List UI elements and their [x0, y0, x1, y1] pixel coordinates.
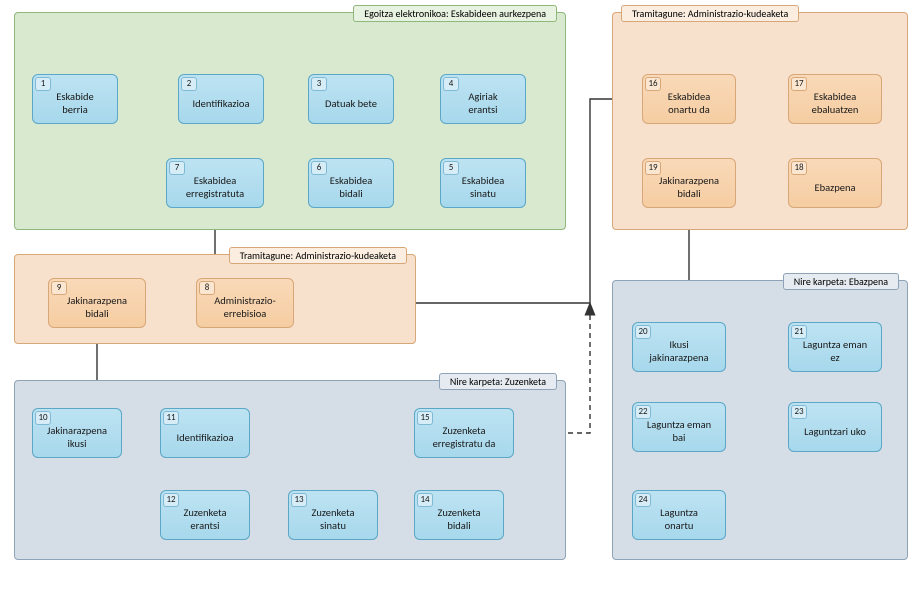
node-label: Ebazpena — [814, 182, 855, 195]
node-5: 5Eskabideasinatu — [440, 158, 526, 208]
node-label: Eskabideaonartu da — [668, 91, 711, 116]
node-22: 22Laguntza emanbai — [632, 402, 726, 452]
node-number: 5 — [443, 161, 459, 175]
node-number: 24 — [635, 493, 651, 507]
node-6: 6Eskabideabidali — [308, 158, 394, 208]
node-number: 22 — [635, 405, 651, 419]
node-2: 2 Identifikazioa — [178, 74, 264, 124]
region-title: Nire karpeta: Ebazpena — [783, 273, 899, 290]
node-label: Laguntzaonartu — [660, 507, 698, 532]
node-label: Zuzenketaerantsi — [183, 507, 226, 532]
node-label: Jakinarazpenabidali — [659, 175, 719, 200]
node-16: 16 Eskabideaonartu da — [642, 74, 736, 124]
node-number: 13 — [291, 493, 307, 507]
node-label: Agiriakerantsi — [468, 91, 497, 116]
node-number: 2 — [181, 77, 197, 91]
node-number: 20 — [635, 325, 651, 339]
node-number: 1 — [35, 77, 51, 91]
node-label: Zuzenketasinatu — [311, 507, 354, 532]
node-18: 18 Ebazpena — [788, 158, 882, 208]
node-4: 4 Agiriakerantsi — [440, 74, 526, 124]
node-number: 18 — [791, 161, 807, 175]
node-21: 21Laguntza emanez — [788, 322, 882, 372]
node-label: Laguntzari uko — [804, 426, 866, 439]
region-title: Nire karpeta: Zuzenketa — [439, 373, 557, 390]
node-label: Eskabideaebaluatzen — [812, 91, 859, 116]
node-10: 10Jakinarazpenaikusi — [32, 408, 122, 458]
node-label: Zuzenketaerregistratu da — [433, 425, 496, 450]
node-1: 1 Eskabideberria — [32, 74, 118, 124]
node-label: Eskabideasinatu — [462, 175, 505, 200]
node-24: 24 Laguntzaonartu — [632, 490, 726, 540]
node-label: Laguntza emanbai — [647, 419, 711, 444]
node-label: Jakinarazpenabidali — [67, 295, 127, 320]
node-number: 23 — [791, 405, 807, 419]
node-number: 8 — [199, 281, 215, 295]
node-number: 15 — [417, 411, 433, 425]
node-label: Eskabideberria — [56, 91, 94, 116]
node-number: 4 — [443, 77, 459, 91]
node-label: Eskabideaerregistratuta — [186, 175, 244, 200]
node-7: 7Eskabideaerregistratuta — [166, 158, 264, 208]
node-14: 14 Zuzenketabidali — [414, 490, 504, 540]
node-label: Zuzenketabidali — [437, 507, 480, 532]
node-number: 21 — [791, 325, 807, 339]
node-3: 3 Datuak bete — [308, 74, 394, 124]
node-19: 19Jakinarazpenabidali — [642, 158, 736, 208]
node-8: 8Administrazio-errebisioa — [196, 278, 294, 328]
node-15: 15Zuzenketaerregistratu da — [414, 408, 514, 458]
node-17: 17 Eskabideaebaluatzen — [788, 74, 882, 124]
node-13: 13 Zuzenketasinatu — [288, 490, 378, 540]
region-title: Tramitagune: Administrazio-kudeaketa — [621, 5, 799, 22]
node-label: Ikusijakinarazpena — [649, 339, 708, 364]
node-number: 3 — [311, 77, 327, 91]
node-20: 20Ikusijakinarazpena — [632, 322, 726, 372]
node-number: 9 — [51, 281, 67, 295]
node-number: 16 — [645, 77, 661, 91]
node-number: 12 — [163, 493, 179, 507]
region-title: Egoitza elektronikoa: Eskabideen aurkezp… — [353, 5, 557, 22]
region-title: Tramitagune: Administrazio-kudeaketa — [229, 247, 407, 264]
node-label: Identifikazioa — [177, 432, 234, 445]
node-9: 9Jakinarazpenabidali — [48, 278, 146, 328]
node-number: 6 — [311, 161, 327, 175]
node-number: 10 — [35, 411, 51, 425]
node-number: 17 — [791, 77, 807, 91]
node-label: Identifikazioa — [193, 98, 250, 111]
node-number: 19 — [645, 161, 661, 175]
node-12: 12 Zuzenketaerantsi — [160, 490, 250, 540]
node-23: 23 Laguntzari uko — [788, 402, 882, 452]
node-number: 14 — [417, 493, 433, 507]
node-number: 11 — [163, 411, 179, 425]
node-11: 11 Identifikazioa — [160, 408, 250, 458]
node-label: Eskabideabidali — [330, 175, 373, 200]
node-label: Laguntza emanez — [803, 339, 867, 364]
node-number: 7 — [169, 161, 185, 175]
node-label: Datuak bete — [325, 98, 377, 111]
node-label: Jakinarazpenaikusi — [47, 425, 107, 450]
node-label: Administrazio-errebisioa — [214, 295, 276, 320]
